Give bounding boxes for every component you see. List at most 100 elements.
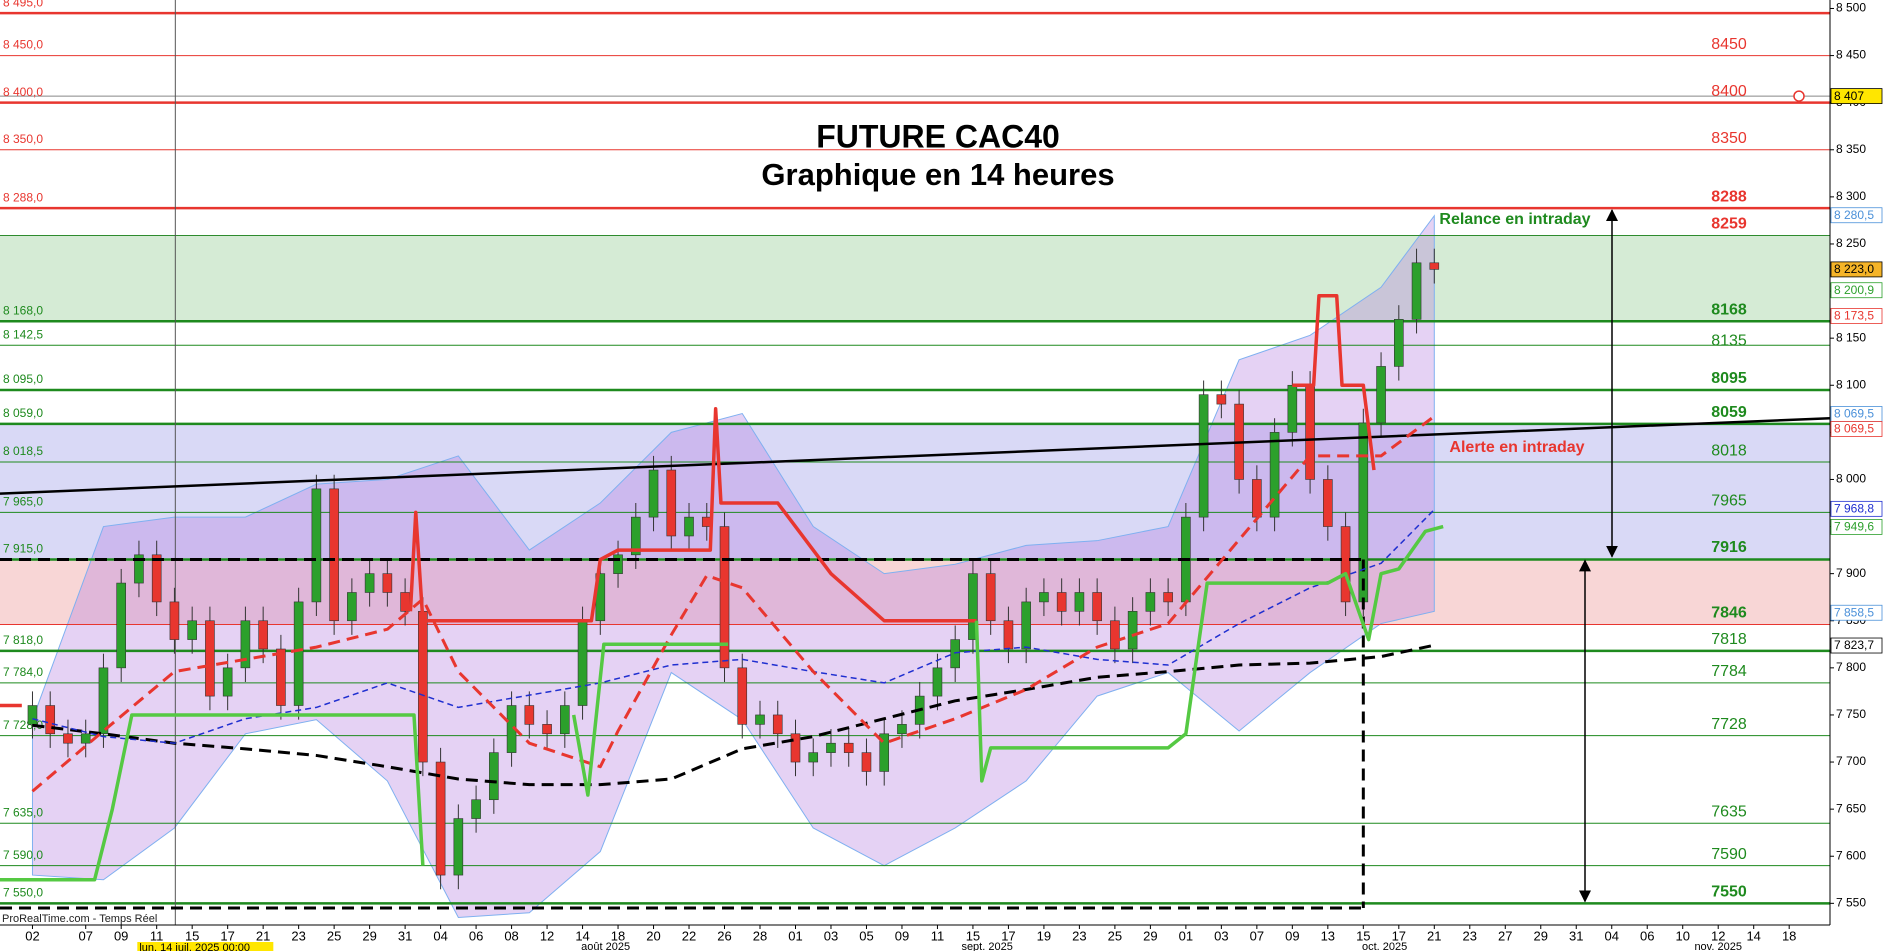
x-tick-label: 10 (1675, 928, 1689, 943)
annotation: Relance en intraday (1439, 211, 1590, 228)
price-tag-label: 8 407 (1834, 89, 1864, 103)
level-target: 8168 (1711, 301, 1747, 318)
candle-body (80, 733, 91, 744)
candle-body (187, 620, 197, 640)
candle-body (968, 573, 978, 640)
x-tick-label: 04 (433, 928, 447, 943)
candle-body (489, 752, 499, 801)
zone (0, 423, 1830, 560)
candle-body (471, 799, 481, 819)
x-tick-label: 17 (1001, 928, 1015, 943)
x-tick-label: 01 (1179, 928, 1193, 943)
x-tick-label: 03 (1214, 928, 1228, 943)
price-tag (1830, 421, 1883, 437)
x-tick-label: 17 (1392, 928, 1406, 943)
level-label: 7 965,0 (3, 495, 43, 509)
price-tag-label: 8 173,5 (1834, 309, 1874, 323)
x-tick-label: 01 (788, 928, 802, 943)
y-tick-label: 7 750 (1836, 707, 1866, 721)
level-target: 8350 (1711, 130, 1747, 147)
level-label: 7 550,0 (3, 886, 43, 900)
candle-body (1323, 479, 1333, 527)
candle-body (1287, 384, 1298, 433)
candle-body (27, 705, 38, 725)
level-label: 8 288,0 (3, 190, 43, 204)
level-target: 7965 (1711, 493, 1747, 510)
price-tag-label: 7 968,8 (1834, 502, 1874, 516)
candle-body (861, 752, 872, 772)
x-tick-label: 31 (398, 928, 412, 943)
x-tick-label: 18 (1782, 928, 1796, 943)
x-tick-label: 29 (1534, 928, 1548, 943)
price-marker (1793, 90, 1805, 102)
candle-body (1092, 592, 1102, 622)
zone (0, 559, 1830, 625)
candle-body (684, 516, 694, 537)
candle-body (98, 667, 109, 735)
candle-body (648, 469, 659, 518)
x-month-label: nov. 2025 (1694, 941, 1742, 951)
x-tick-label: 03 (824, 928, 838, 943)
x-tick-label: 18 (611, 928, 625, 943)
annotation: Alerte en intraday (1449, 439, 1584, 456)
price-tag (1830, 637, 1883, 654)
x-tick-label: 11 (150, 928, 164, 943)
candle-body (613, 554, 623, 574)
level-target: 7916 (1711, 539, 1747, 556)
x-tick-label: 26 (717, 928, 731, 943)
candle-body (737, 667, 748, 725)
y-tick-label: 7 650 (1836, 801, 1866, 815)
candle-body (755, 714, 765, 725)
y-axis-panel (1830, 0, 1883, 951)
y-tick-label: 8 450 (1836, 48, 1866, 62)
candle-body (985, 573, 996, 622)
y-tick-label: 7 700 (1836, 754, 1866, 768)
x-tick-label: 21 (1427, 928, 1441, 943)
candle-body (63, 733, 73, 744)
candle-body (808, 752, 819, 763)
candle-body (897, 724, 907, 735)
candle-body (843, 742, 854, 753)
x-month-label: sept. 2025 (961, 941, 1012, 951)
x-tick-label: 15 (185, 928, 199, 943)
candle-body (1056, 592, 1067, 612)
y-tick-label: 7 800 (1836, 660, 1866, 674)
candle-body (1110, 620, 1120, 650)
price-tag (1830, 207, 1883, 224)
indicator-line (0, 524, 1444, 882)
x-tick-label: 29 (362, 928, 376, 943)
candle-body (311, 488, 322, 603)
price-tag (1830, 500, 1883, 517)
indicator-line (0, 416, 1831, 495)
x-tick-label: 08 (504, 928, 518, 943)
price-tag-label: 8 069,5 (1834, 407, 1874, 421)
x-tick-label: 20 (646, 928, 660, 943)
candle-body (293, 601, 304, 706)
y-tick-label: 8 250 (1836, 236, 1866, 250)
level-target: 8400 (1711, 83, 1747, 100)
x-tick-label: 09 (1285, 928, 1299, 943)
x-tick-label: 04 (1605, 928, 1619, 943)
x-tick-label: 07 (78, 928, 92, 943)
candle-body (1252, 479, 1262, 518)
level-target: 7784 (1711, 663, 1747, 680)
x-tick-label: 06 (469, 928, 483, 943)
x-tick-label: 05 (859, 928, 873, 943)
candle-body (364, 573, 375, 593)
candle-body (382, 573, 393, 593)
candle-body (116, 582, 126, 669)
candle-body (45, 705, 56, 735)
candle-body (329, 488, 339, 622)
level-target: 8259 (1711, 216, 1747, 233)
candle-body (630, 516, 641, 556)
x-month-label: oct. 2025 (1362, 941, 1407, 951)
candle-body (560, 705, 570, 735)
x-tick-label: 14 (1746, 928, 1760, 943)
candle-body (1198, 394, 1209, 518)
price-tag-label: 7 858,5 (1834, 605, 1874, 619)
candle-body (1394, 319, 1404, 367)
level-label: 8 018,5 (3, 444, 43, 458)
x-tick-label: 17 (220, 928, 234, 943)
x-axis-panel (0, 925, 1830, 951)
